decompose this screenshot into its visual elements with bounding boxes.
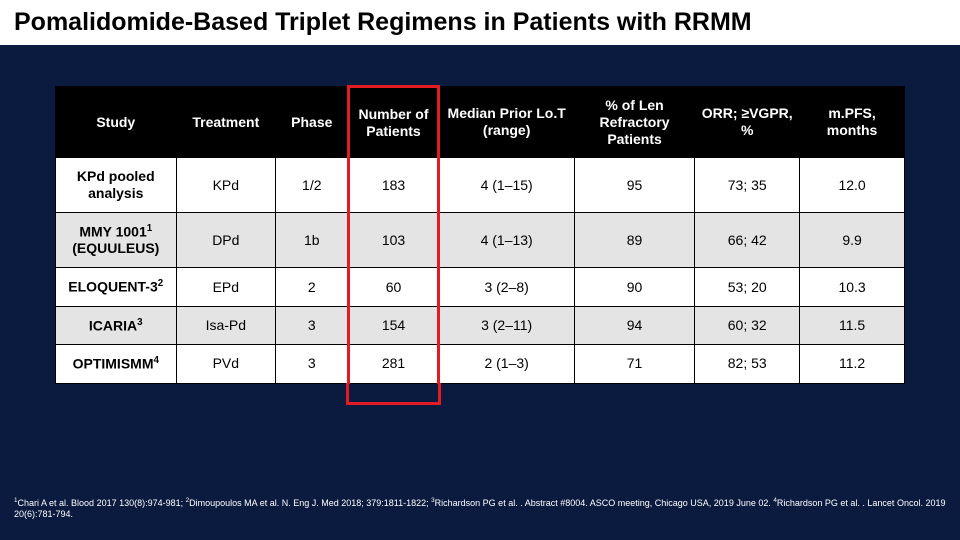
table-cell: KPd — [176, 158, 276, 213]
col-phase: Phase — [276, 87, 349, 158]
table-cell: 53; 20 — [695, 268, 800, 306]
table-cell: 1b — [276, 212, 349, 267]
table-cell: MMY 10011 (EQUULEUS) — [56, 212, 177, 267]
table-cell: 94 — [574, 306, 695, 344]
table-cell: 60; 32 — [695, 306, 800, 344]
table-cell: Isa-Pd — [176, 306, 276, 344]
table-cell: 103 — [349, 212, 438, 267]
table-cell: 3 — [276, 306, 349, 344]
table-row: KPd pooled analysisKPd1/21834 (1–15)9573… — [56, 158, 905, 213]
table-cell: 82; 53 — [695, 345, 800, 383]
table-cell: 73; 35 — [695, 158, 800, 213]
table-cell: 154 — [349, 306, 438, 344]
col-len-refr: % of Len Refractory Patients — [574, 87, 695, 158]
table-cell: 66; 42 — [695, 212, 800, 267]
table-cell: OPTIMISMM4 — [56, 345, 177, 383]
table-cell: 3 (2–11) — [438, 306, 574, 344]
regimens-table: Study Treatment Phase Number of Patients… — [55, 85, 905, 384]
table-cell: 11.2 — [800, 345, 905, 383]
table-cell: 12.0 — [800, 158, 905, 213]
table-cell: 2 (1–3) — [438, 345, 574, 383]
table-row: OPTIMISMM4PVd32812 (1–3)7182; 5311.2 — [56, 345, 905, 383]
table-cell: 89 — [574, 212, 695, 267]
col-mpfs: m.PFS, months — [800, 87, 905, 158]
table-cell: 3 — [276, 345, 349, 383]
table-cell: ELOQUENT-32 — [56, 268, 177, 306]
table-cell: 71 — [574, 345, 695, 383]
table-cell: 183 — [349, 158, 438, 213]
table-cell: EPd — [176, 268, 276, 306]
table-cell: 9.9 — [800, 212, 905, 267]
table-cell: 4 (1–15) — [438, 158, 574, 213]
table-row: ICARIA3Isa-Pd31543 (2–11)9460; 3211.5 — [56, 306, 905, 344]
table-cell: 60 — [349, 268, 438, 306]
footnote-citations: 1Chari A et al. Blood 2017 130(8):974-98… — [14, 497, 946, 521]
table-cell: ICARIA3 — [56, 306, 177, 344]
table-cell: DPd — [176, 212, 276, 267]
table-container: Study Treatment Phase Number of Patients… — [55, 85, 905, 384]
table-cell: 3 (2–8) — [438, 268, 574, 306]
table-row: ELOQUENT-32EPd2603 (2–8)9053; 2010.3 — [56, 268, 905, 306]
highlight-box-tail — [346, 383, 441, 405]
col-treatment: Treatment — [176, 87, 276, 158]
table-cell: 281 — [349, 345, 438, 383]
page-title: Pomalidomide-Based Triplet Regimens in P… — [0, 0, 960, 45]
col-median-lot: Median Prior Lo.T (range) — [438, 87, 574, 158]
table-cell: 90 — [574, 268, 695, 306]
col-n-patients: Number of Patients — [349, 87, 438, 158]
table-cell: 95 — [574, 158, 695, 213]
col-orr-vgpr: ORR; ≥VGPR, % — [695, 87, 800, 158]
col-study: Study — [56, 87, 177, 158]
table-row: MMY 10011 (EQUULEUS)DPd1b1034 (1–13)8966… — [56, 212, 905, 267]
table-cell: 2 — [276, 268, 349, 306]
table-cell: 4 (1–13) — [438, 212, 574, 267]
table-cell: 10.3 — [800, 268, 905, 306]
table-cell: PVd — [176, 345, 276, 383]
table-cell: 11.5 — [800, 306, 905, 344]
table-header-row: Study Treatment Phase Number of Patients… — [56, 87, 905, 158]
table-cell: KPd pooled analysis — [56, 158, 177, 213]
table-cell: 1/2 — [276, 158, 349, 213]
